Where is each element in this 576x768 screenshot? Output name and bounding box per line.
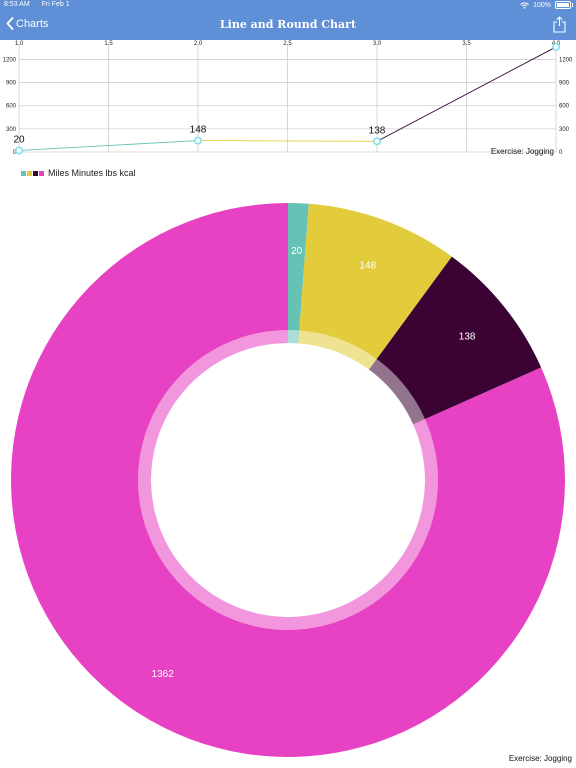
chevron-left-icon [6,17,14,30]
line-segment [18,140,199,151]
legend-labels: Miles Minutes lbs kcal [48,168,136,178]
y-tick-label-right: 1200 [559,57,573,63]
legend-swatch-lbs [33,171,38,176]
data-label: 1362 [545,40,568,42]
pie-slice-kcal [11,203,566,757]
share-icon[interactable] [553,16,566,33]
legend-swatch-miles [21,171,26,176]
donut-chart-description: Exercise: Jogging [508,754,572,763]
status-bar: 8:53 AM Fri Feb 1 100% [0,0,576,11]
status-date: Fri Feb 1 [41,1,70,8]
data-point [15,146,24,155]
pie-slice-miles [288,203,309,344]
y-tick-label-left: 300 [6,127,17,133]
data-point [372,137,381,146]
y-tick-label-left: 1200 [3,57,17,63]
y-tick-label-right: 300 [559,127,570,133]
back-label: Charts [16,17,49,30]
battery-icon [555,1,573,9]
battery-percent: 100% [533,1,551,9]
chart-legend: Miles Minutes lbs kcal [21,168,136,178]
y-tick-label-right: 0 [559,150,563,156]
y-tick-label-left: 0 [13,150,17,156]
x-tick-label: 3.5 [462,41,471,47]
legend-swatch-minutes [27,171,32,176]
legend-swatch-kcal [39,171,44,176]
navigation-bar: Charts Line and Round Chart [0,11,576,40]
data-point [551,42,560,51]
x-tick-label: 1.0 [15,41,24,47]
line-chart-grid [18,44,557,153]
line-segment [376,46,557,142]
slice-label: 1362 [152,669,175,680]
inner-ring-segment [369,359,426,425]
data-label: 20 [13,134,25,145]
x-tick-label: 1.5 [104,41,113,47]
x-tick-label: 2.0 [194,41,203,47]
donut-chart: 20 148 138 1362 [11,203,566,757]
data-label: 148 [190,125,207,136]
inner-ring-segment [288,330,300,344]
y-tick-label-left: 600 [6,104,17,110]
y-tick-label-right: 900 [559,81,570,87]
page-title: Line and Round Chart [219,18,357,31]
slice-label: 20 [291,246,303,257]
x-tick-label: 3.0 [373,41,382,47]
status-time: 8:53 AM [4,1,30,8]
back-button[interactable]: Charts [6,17,48,30]
y-tick-label-left: 900 [6,81,17,87]
inner-ring-segment [298,330,377,370]
data-label: 138 [369,125,386,136]
data-point [194,136,203,145]
line-segment [197,140,378,142]
slice-label: 138 [459,332,476,343]
y-tick-label-right: 600 [559,104,570,110]
pie-slice-minutes [298,203,452,370]
slice-label: 148 [359,260,376,271]
pie-slice-lbs [369,256,542,425]
wifi-icon [520,1,529,9]
line-chart-description: Exercise: Jogging [491,147,554,156]
x-tick-label: 2.5 [283,41,292,47]
